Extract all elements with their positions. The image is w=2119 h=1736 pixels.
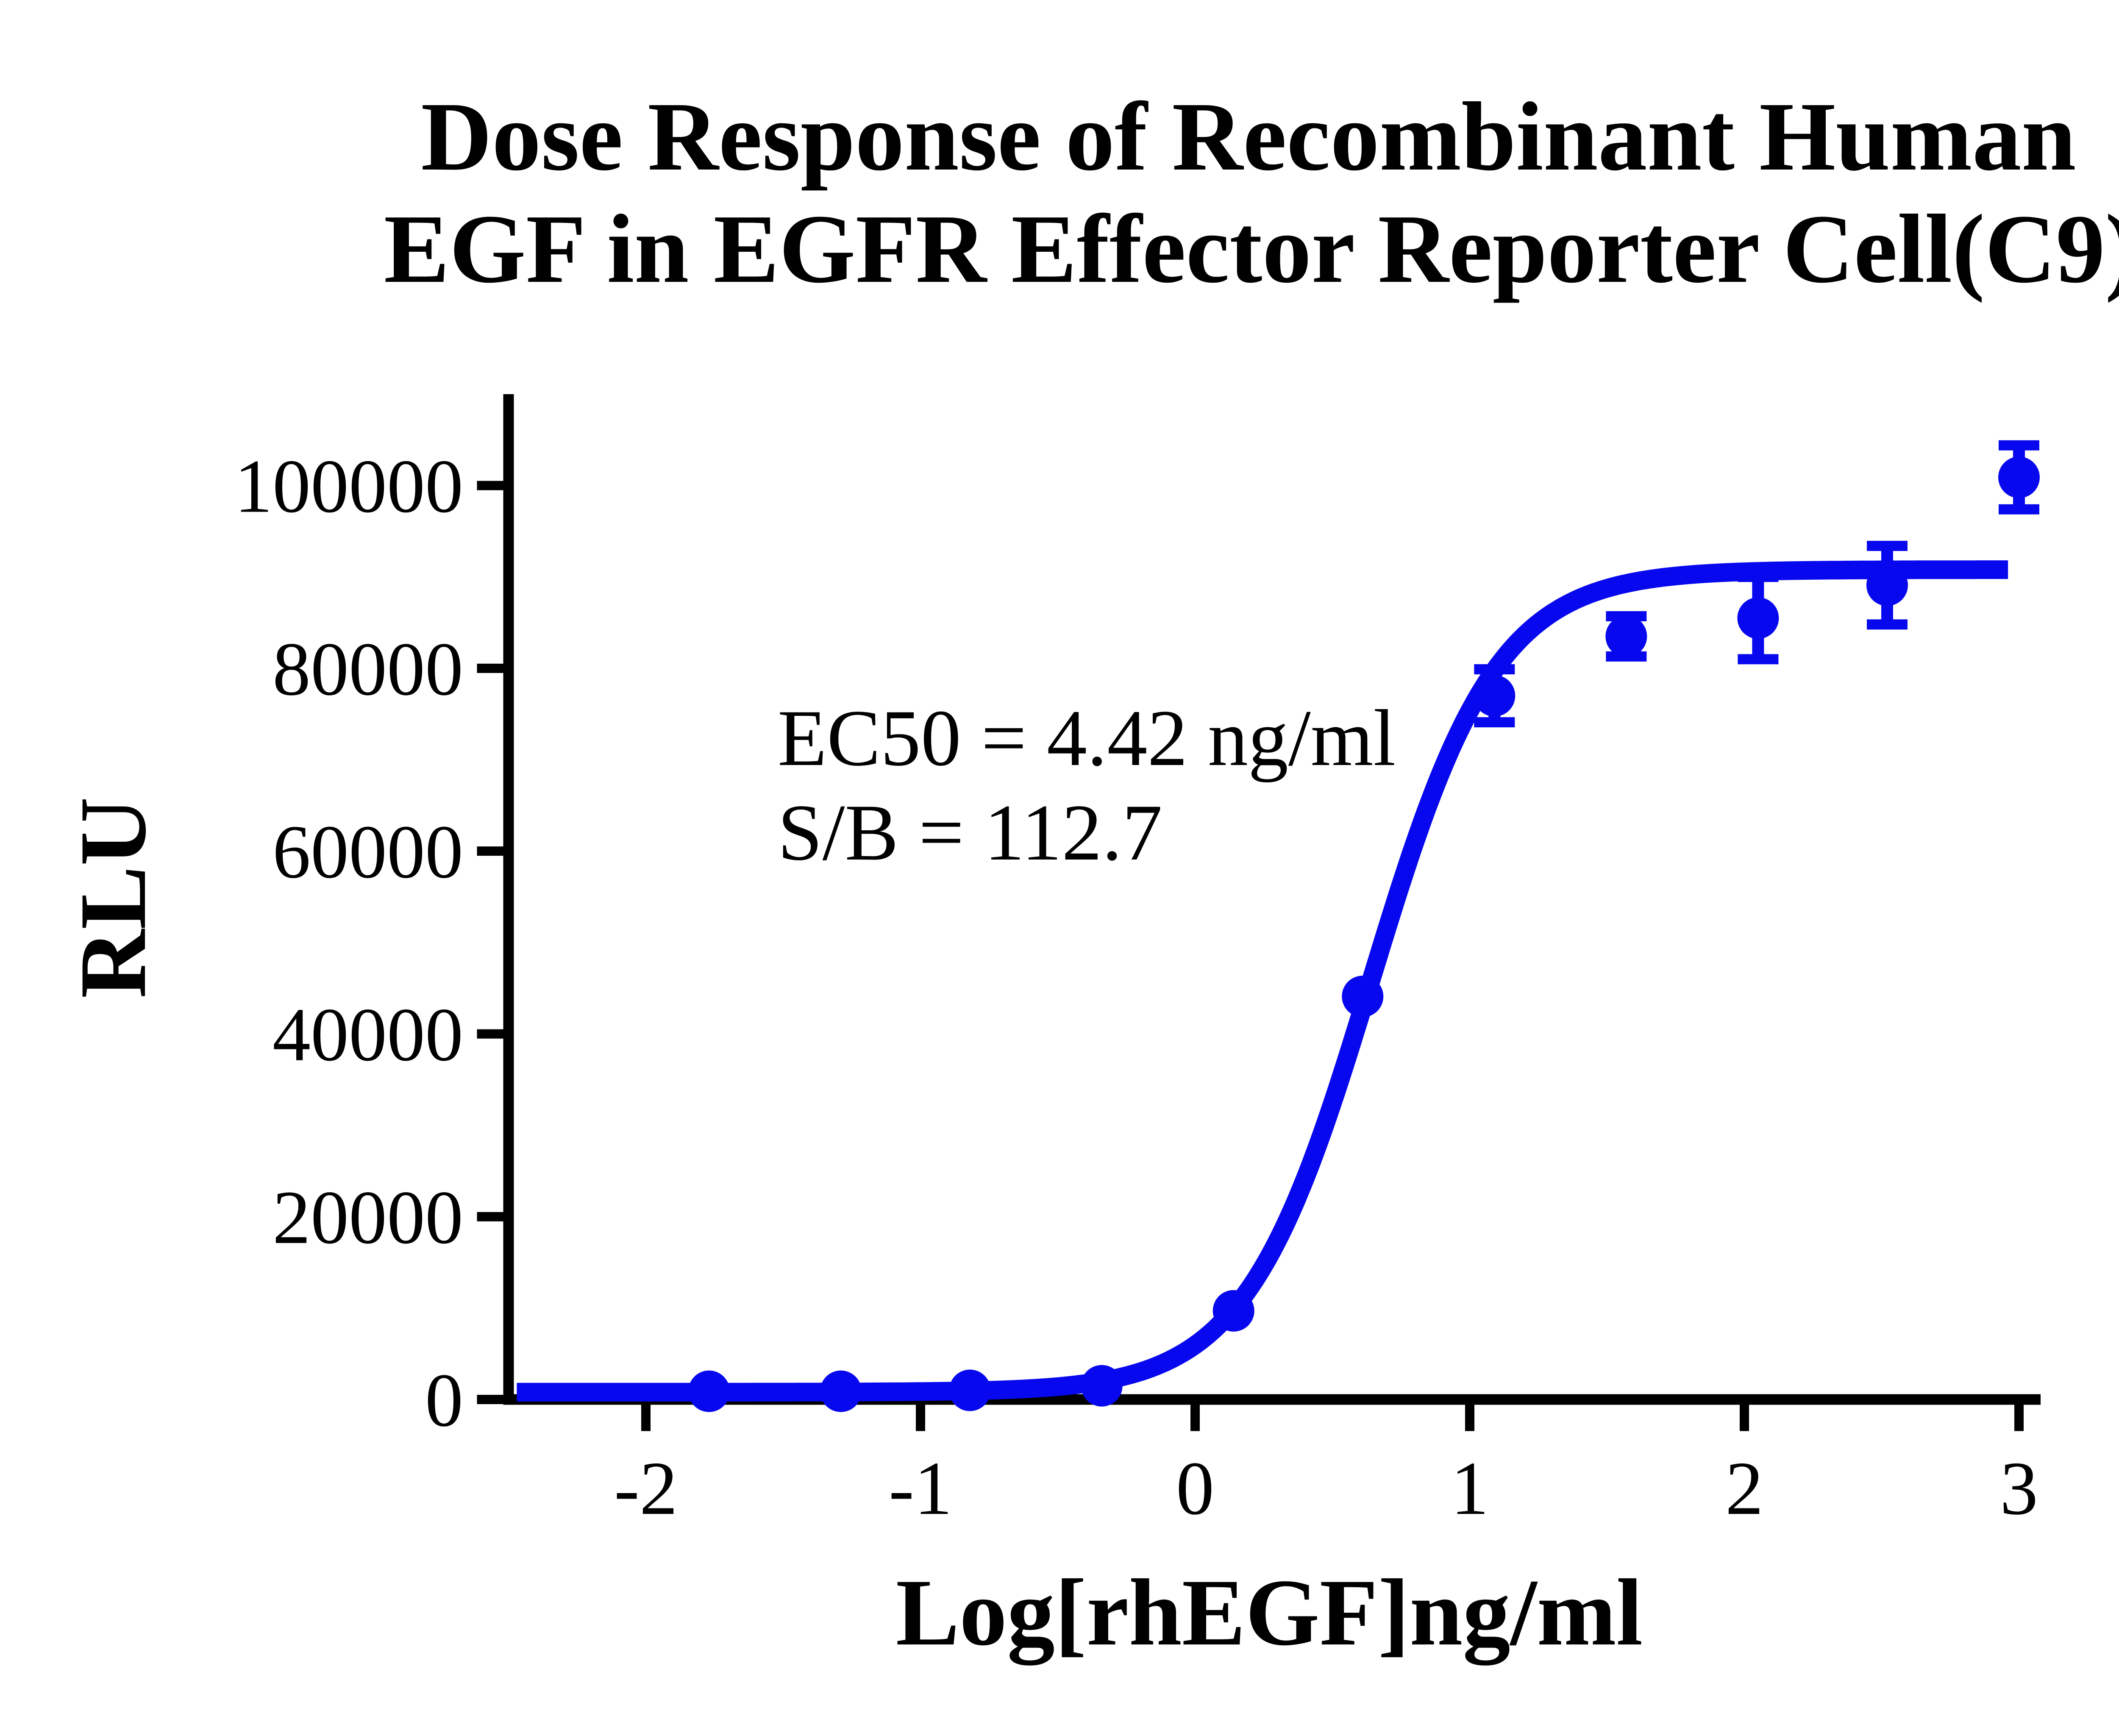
data-point-marker: [688, 1370, 730, 1412]
chart-title-line-2: EGF in EGFR Effector Reporter Cell(C9): [384, 195, 2119, 303]
y-tick-label: 40000: [273, 992, 463, 1077]
data-point-marker: [1998, 456, 2040, 498]
x-tick-label: 3: [2000, 1446, 2038, 1530]
y-tick-label: 80000: [273, 627, 463, 711]
y-tick-label: 20000: [273, 1175, 463, 1260]
data-point-marker: [1474, 675, 1516, 717]
x-tick-label: 2: [1725, 1446, 1763, 1530]
ec50-annotation: EC50 = 4.42 ng/ml S/B = 112.7: [778, 694, 1416, 877]
y-axis-title: RLU: [60, 797, 166, 998]
data-point-marker: [1866, 564, 1908, 606]
ec50-annotation-line-1: EC50 = 4.42 ng/ml: [778, 694, 1396, 783]
data-points-group: [688, 440, 2040, 1412]
fit-curve-group: [510, 560, 2015, 1402]
ec50-annotation-line-2: S/B = 112.7: [778, 788, 1162, 877]
x-tick-label: -1: [889, 1446, 952, 1530]
data-point-marker: [1605, 615, 1647, 657]
y-tick-label: 60000: [273, 810, 463, 894]
data-point-marker: [949, 1369, 991, 1411]
fit-curve-path: [510, 560, 2015, 1402]
data-point-marker: [820, 1370, 862, 1412]
x-axis-title: Log[rhEGF]ng/ml: [896, 1559, 1643, 1666]
data-point-marker: [1212, 1290, 1254, 1332]
y-tick-label: 100000: [234, 444, 463, 529]
axes: 0 20000 40000 60000 80000 100000 -2 -1 0 1 2 3: [234, 394, 2041, 1530]
data-point-marker: [1737, 597, 1779, 639]
x-tick-label: 0: [1176, 1446, 1214, 1530]
y-tick-label: 0: [425, 1358, 463, 1442]
chart-title-line-1: Dose Response of Recombinant Human: [421, 82, 2076, 191]
chart-title: Dose Response of Recombinant Human EGF i…: [384, 82, 2119, 303]
x-tick-label: 1: [1451, 1446, 1489, 1530]
data-point-marker: [1342, 976, 1384, 1018]
data-point-marker: [1081, 1365, 1123, 1407]
x-tick-label: -2: [614, 1446, 678, 1530]
